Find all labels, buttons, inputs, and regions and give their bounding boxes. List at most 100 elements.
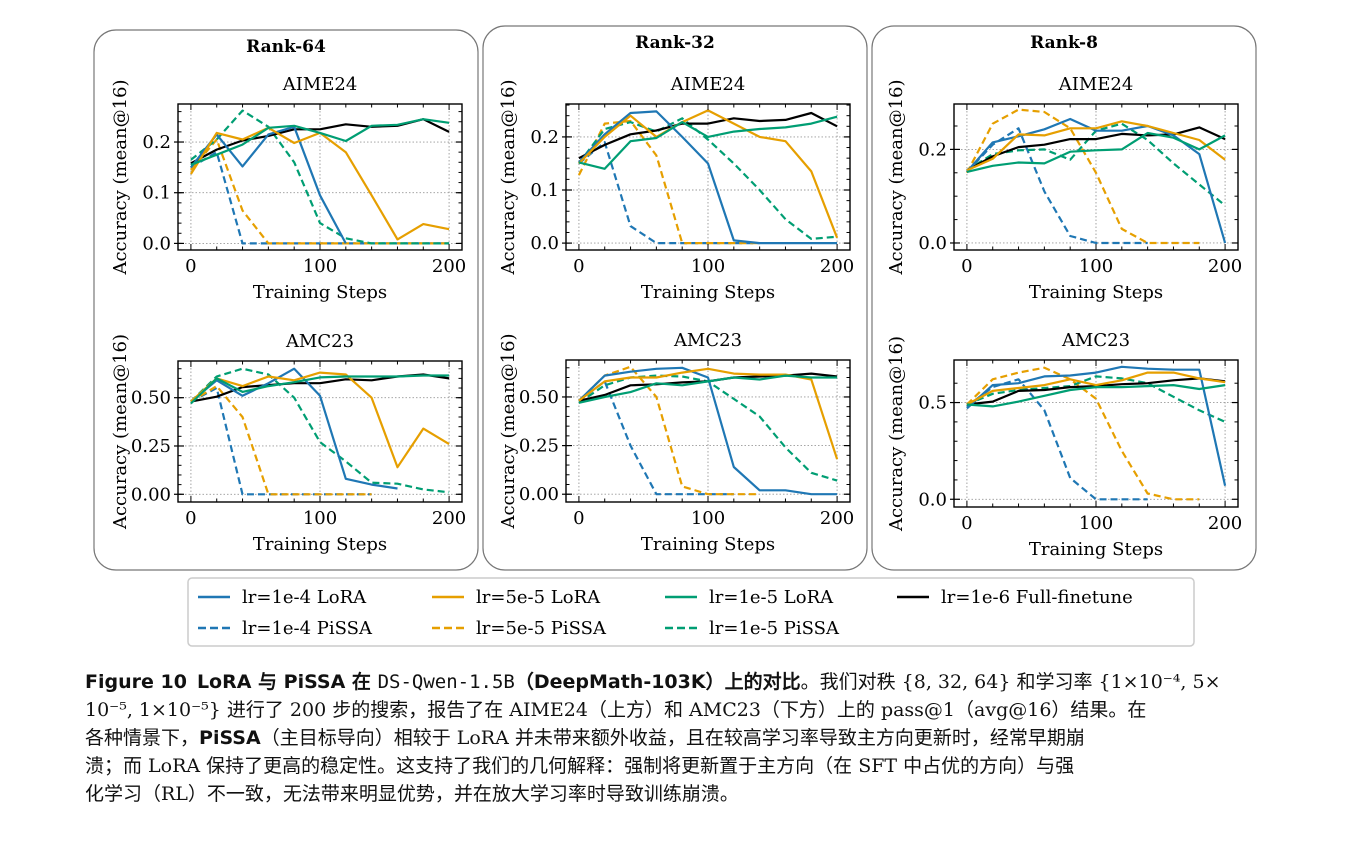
y-tick-label: 0.25 — [131, 436, 171, 457]
series-line-lr-1e-5-lora — [966, 131, 1226, 173]
y-tick-label: 0.0 — [530, 233, 559, 254]
x-axis-label: Training Steps — [641, 534, 775, 555]
series-line-lr-5e-5-lora — [190, 371, 450, 469]
x-tick-label: 0 — [573, 508, 584, 529]
series-line-lr-1e-4-lora — [190, 125, 347, 244]
series-line-lr-1e-4-pissa — [190, 386, 372, 496]
group-rank-32: Rank-32 — [482, 25, 868, 571]
subplot-rank-64-amc23: AMC23 0 100 200 0.00 0.25 0.50 Training Steps Ac… — [110, 331, 466, 555]
y-axis-label: Accuracy (mean@16) — [886, 336, 907, 532]
y-tick-label: 0.5 — [918, 393, 947, 414]
group-title: Rank-32 — [635, 33, 715, 53]
caption-line1-rest: 。我们对秩 {8, 32, 64} 和学习率 {1×10⁻⁴, 5× — [800, 671, 1221, 693]
series-layer — [189, 109, 450, 245]
y-tick-label: 0.50 — [131, 388, 171, 409]
legend-label: lr=5e-5 LoRA — [476, 587, 601, 608]
series-line-lr-1e-5-pissa — [578, 374, 838, 482]
series-line-lr-1e-5-lora — [578, 115, 838, 170]
caption-line-3: 各种情景下，PiSSA（主目标导向）相较于 LoRA 并未带来额外收益，且在较高… — [85, 724, 1265, 752]
series-line-lr-5e-5-pissa — [578, 365, 760, 496]
x-axis-label: Training Steps — [253, 282, 387, 303]
legend-item-lr-1e-6-full-finetune: lr=1e-6 Full-finetune — [897, 587, 1133, 608]
subplot-title: AIME24 — [282, 74, 358, 95]
legend-item-lr-1e-5-lora: lr=1e-5 LoRA — [665, 587, 834, 608]
series-line-lr-5e-5-pissa — [190, 385, 372, 496]
series-line-lr-1e-5-lora — [966, 384, 1226, 408]
series-line-lr-1e-4-lora — [190, 367, 398, 490]
series-line-lr-1e-4-lora — [578, 366, 838, 496]
legend-label: lr=5e-5 PiSSA — [476, 618, 607, 639]
caption-model-name: DS-Qwen-1.5B — [377, 671, 515, 693]
legend-item-lr-1e-4-lora: lr=1e-4 LoRA — [198, 587, 367, 608]
group-title: Rank-64 — [246, 37, 326, 57]
legend: lr=1e-4 LoRA lr=5e-5 LoRA lr=1e-5 LoRA lr=1… — [187, 577, 1195, 647]
x-tick-label: 200 — [820, 508, 854, 529]
group-title: Rank-8 — [1030, 33, 1098, 53]
series-line-lr-1e-5-pissa — [190, 367, 450, 494]
x-tick-label: 200 — [432, 508, 466, 529]
series-layer — [190, 367, 450, 496]
series-line-lr-1e-5-lora — [190, 374, 450, 405]
series-layer — [577, 109, 839, 245]
series-line-lr-1e-4-lora — [966, 365, 1227, 486]
y-tick-label: 0.2 — [530, 127, 559, 148]
y-tick-label: 0.00 — [131, 484, 171, 505]
series-line-lr-1e-5-lora — [578, 374, 838, 404]
x-tick-label: 100 — [1079, 513, 1113, 534]
series-line-lr-1e-5-pissa — [190, 109, 450, 245]
series-layer — [966, 365, 1227, 501]
series-layer — [578, 365, 839, 496]
x-axis-label: Training Steps — [641, 282, 775, 303]
y-axis-label: Accuracy (mean@16) — [110, 334, 131, 530]
rank-groups: Rank-64 Rank-32 Rank-8 — [93, 25, 1257, 571]
group-frame — [93, 29, 479, 571]
x-tick-label: 100 — [303, 508, 337, 529]
subplot-title: AMC23 — [673, 330, 742, 351]
series-line-lr-1e-5-pissa — [578, 117, 838, 240]
series-line-lr-1e-6-full-finetune — [966, 126, 1226, 172]
series-line-lr-5e-5-lora — [966, 120, 1226, 172]
series-line-lr-1e-6-full-finetune — [578, 111, 838, 160]
y-tick-label: 0.0 — [918, 233, 947, 254]
series-line-lr-1e-4-lora — [578, 110, 838, 245]
subplot-rank-32-aime24: AIME24 0 100 200 0.0 0.1 0.2 Training Steps Accu… — [498, 74, 854, 303]
series-line-lr-1e-5-lora — [190, 118, 450, 166]
caption-line-1: Figure 10 LoRA 与 PiSSA 在 DS-Qwen-1.5B（Dee… — [85, 668, 1265, 696]
series-layer — [965, 108, 1227, 245]
group-frame — [871, 25, 1257, 571]
y-axis-label: Accuracy (mean@16) — [886, 79, 907, 275]
x-tick-label: 200 — [820, 256, 854, 277]
series-line-lr-5e-5-pissa — [577, 119, 760, 245]
series-line-lr-5e-5-pissa — [190, 138, 450, 245]
y-tick-label: 0.2 — [918, 139, 947, 160]
subplots: AIME24 0 100 200 0.0 0.1 0.2 Training Steps Accu… — [110, 74, 1242, 560]
x-axis-label: Training Steps — [253, 534, 387, 555]
y-axis-label: Accuracy (mean@16) — [498, 79, 519, 275]
x-tick-label: 100 — [691, 256, 725, 277]
y-tick-label: 0.50 — [519, 387, 559, 408]
legend-label: lr=1e-6 Full-finetune — [941, 587, 1133, 608]
legend-item-lr-5e-5-lora: lr=5e-5 LoRA — [432, 587, 601, 608]
legend-item-lr-1e-5-pissa: lr=1e-5 PiSSA — [665, 618, 840, 639]
legend-label: lr=1e-5 LoRA — [709, 587, 834, 608]
caption-line-4: 溃；而 LoRA 保持了更高的稳定性。这支持了我们的几何解释：强制将更新置于主方… — [85, 755, 1075, 777]
y-tick-label: 0.1 — [530, 180, 559, 201]
legend-item-lr-1e-4-pissa: lr=1e-4 PiSSA — [198, 618, 373, 639]
subplot-title: AIME24 — [670, 74, 746, 95]
y-tick-label: 0.1 — [142, 183, 171, 204]
figure: Rank-64 Rank-32 Rank-8 AIME24 0 100 200 0.0 0.1… — [93, 25, 1257, 647]
series-line-lr-5e-5-lora — [578, 109, 839, 239]
legend-label: lr=1e-4 PiSSA — [242, 618, 373, 639]
series-line-lr-5e-5-lora — [966, 371, 1226, 406]
series-line-lr-1e-4-pissa — [190, 151, 450, 245]
subplot-title: AMC23 — [1061, 330, 1130, 351]
x-tick-label: 100 — [303, 256, 337, 277]
legend-label: lr=1e-4 LoRA — [242, 587, 367, 608]
x-axis-label: Training Steps — [1029, 539, 1163, 560]
y-tick-label: 0.0 — [142, 233, 171, 254]
x-tick-label: 0 — [573, 256, 584, 277]
subplot-rank-64-aime24: AIME24 0 100 200 0.0 0.1 0.2 Training Steps Accu… — [110, 74, 466, 303]
x-tick-label: 200 — [432, 256, 466, 277]
caption-title-part2: （DeepMath-103K）上的对比 — [514, 671, 801, 693]
group-rank-64: Rank-64 — [93, 29, 479, 571]
